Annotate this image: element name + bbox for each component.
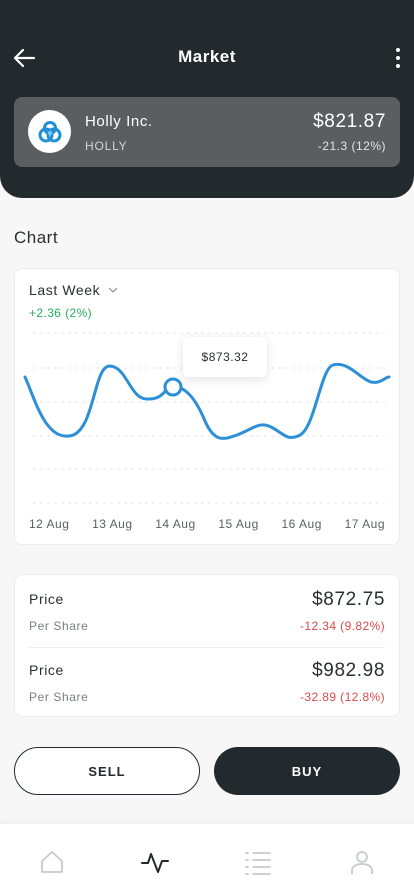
highlighted-data-point[interactable]: [163, 377, 183, 397]
tab-home[interactable]: [32, 842, 72, 882]
price-row: Price Per Share $872.75 -12.34 (9.82%): [29, 589, 385, 649]
divider: [29, 647, 385, 648]
price-details-card: Price Per Share $872.75 -12.34 (9.82%) P…: [14, 574, 400, 717]
company-name: Holly Inc.: [85, 113, 153, 130]
period-change: +2.36 (2%): [29, 306, 93, 320]
sell-button[interactable]: SELL: [14, 747, 200, 795]
per-share-label: Per Share: [29, 619, 89, 633]
price-label: Price: [29, 591, 64, 607]
chart-tooltip: $873.32: [183, 337, 267, 377]
stock-price: $821.87: [313, 111, 386, 132]
activity-icon: [141, 853, 169, 873]
stock-change: -21.3 (12%): [317, 139, 386, 153]
chart-section-title: Chart: [14, 228, 59, 247]
more-vertical-icon: [396, 48, 400, 52]
period-dropdown[interactable]: Last Week: [29, 282, 118, 298]
buy-button[interactable]: BUY: [214, 747, 400, 795]
price-label: Price: [29, 662, 64, 678]
series-line: [23, 362, 391, 440]
tab-list[interactable]: [238, 842, 278, 882]
x-tick-label: 16 Aug: [281, 517, 322, 531]
price-value: $872.75: [312, 589, 385, 610]
company-logo-icon: [28, 110, 71, 153]
x-tick-label: 13 Aug: [92, 517, 133, 531]
price-change: -32.89 (12.8%): [300, 690, 385, 704]
x-tick-label: 15 Aug: [218, 517, 259, 531]
chevron-down-icon: [108, 287, 118, 293]
per-share-label: Per Share: [29, 690, 89, 704]
list-icon: [245, 852, 271, 875]
arrow-left-icon: [13, 48, 36, 68]
profile-icon: [351, 851, 373, 874]
back-button[interactable]: [10, 44, 38, 72]
x-tick-label: 14 Aug: [155, 517, 196, 531]
tab-market[interactable]: [135, 842, 175, 882]
chart-card: Last Week +2.36 (2%) $873.32 12 Aug 13 Au…: [14, 268, 400, 545]
home-icon: [41, 851, 63, 873]
stock-summary-card[interactable]: Holly Inc. HOLLY $821.87 -21.3 (12%): [14, 97, 400, 167]
x-tick-label: 17 Aug: [344, 517, 385, 531]
price-row: Price Per Share $982.98 -32.89 (12.8%): [29, 660, 385, 720]
ticker-symbol: HOLLY: [85, 139, 128, 153]
x-axis-labels: 12 Aug 13 Aug 14 Aug 15 Aug 16 Aug 17 Aug: [29, 517, 385, 531]
price-chart[interactable]: [15, 269, 401, 546]
period-label: Last Week: [29, 282, 101, 298]
more-options-button[interactable]: [390, 44, 406, 72]
price-change: -12.34 (9.82%): [300, 619, 385, 633]
bottom-tab-bar: [0, 824, 414, 896]
tab-profile[interactable]: [342, 842, 382, 882]
x-tick-label: 12 Aug: [29, 517, 70, 531]
price-value: $982.98: [312, 660, 385, 681]
header: Market Holly Inc. HOLLY $821.87 -21.3 (1…: [0, 0, 414, 198]
page-title: Market: [178, 47, 236, 66]
